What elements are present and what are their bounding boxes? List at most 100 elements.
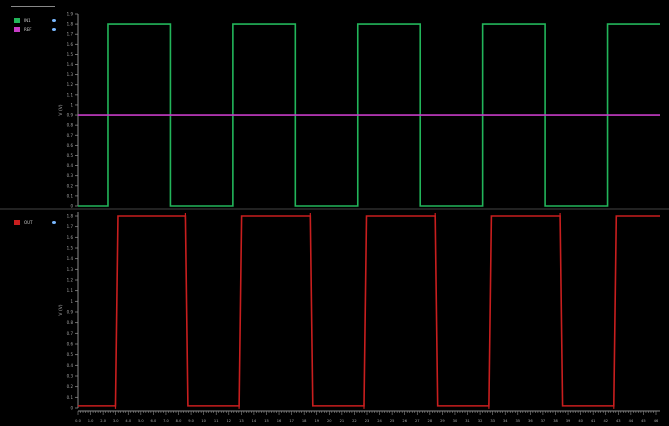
eye-icon[interactable] <box>52 19 56 22</box>
legend-label: OUT <box>24 220 33 225</box>
legend-label: IN1 <box>24 18 31 23</box>
legend-item-ref[interactable]: REF <box>14 25 56 34</box>
x-tick-label: 26 <box>402 419 407 423</box>
x-tick-label: 23 <box>365 419 370 423</box>
x-tick-label: 42 <box>603 419 608 423</box>
x-tick-label: 32 <box>478 419 483 423</box>
x-tick-label: 35 <box>515 419 520 423</box>
x-tick-label: 31 <box>465 419 470 423</box>
x-tick-label: 19 <box>314 419 319 423</box>
legend-bottom: OUT <box>14 218 56 227</box>
y-tick-label: 1.5 <box>67 246 74 251</box>
x-tick-label: 24 <box>377 419 382 423</box>
x-tick-label: 39 <box>566 419 571 423</box>
x-tick-label: 3.0 <box>113 419 119 423</box>
x-tick-label: 29 <box>440 419 445 423</box>
y-axis-label: V (V) <box>58 104 64 115</box>
y-tick-label: 0.6 <box>67 143 74 148</box>
y-tick-label: 1.6 <box>67 42 74 47</box>
y-tick-label: 0.8 <box>67 123 74 128</box>
x-tick-label: 46 <box>654 419 659 423</box>
eye-icon[interactable] <box>52 28 56 31</box>
x-tick-label: 6.0 <box>151 419 157 423</box>
x-tick-label: 40 <box>578 419 583 423</box>
y-tick-label: 0.3 <box>67 374 74 379</box>
y-tick-label: 0.3 <box>67 173 74 178</box>
y-tick-label: 0.1 <box>67 395 74 400</box>
x-tick-label: 13 <box>239 419 244 423</box>
y-tick-label: 1.9 <box>67 12 74 17</box>
x-tick-label: 36 <box>528 419 533 423</box>
x-tick-label: 12 <box>226 419 231 423</box>
y-tick-label: 1.2 <box>67 82 74 87</box>
y-tick-label: 1.8 <box>67 214 74 219</box>
y-tick-label: 0.5 <box>67 153 74 158</box>
x-tick-label: 18 <box>302 419 307 423</box>
x-tick-label: 7.0 <box>163 419 169 423</box>
x-tick-label: 43 <box>616 419 621 423</box>
x-tick-label: 14 <box>252 419 257 423</box>
y-tick-label: 1 <box>70 299 73 304</box>
y-tick-label: 0.9 <box>67 113 74 118</box>
top-divider <box>11 6 55 7</box>
legend-item-in1[interactable]: IN1 <box>14 16 56 25</box>
x-tick-label: 15 <box>264 419 269 423</box>
y-tick-label: 1.5 <box>67 52 74 57</box>
x-tick-label: 21 <box>340 419 345 423</box>
y-tick-label: 1.6 <box>67 235 74 240</box>
x-tick-label: 22 <box>352 419 357 423</box>
legend-swatch <box>14 220 20 225</box>
x-tick-label: 44 <box>629 419 634 423</box>
x-tick-label: 1.0 <box>88 419 94 423</box>
y-tick-label: 0 <box>70 406 73 411</box>
y-tick-label: 1.3 <box>67 72 74 77</box>
y-tick-label: 1 <box>70 102 73 107</box>
x-tick-label: 2.0 <box>100 419 106 423</box>
y-tick-label: 0.6 <box>67 342 74 347</box>
y-tick-label: 0.9 <box>67 310 74 315</box>
x-tick-label: 28 <box>428 419 433 423</box>
x-tick-label: 5.0 <box>138 419 144 423</box>
x-tick-label: 8.0 <box>176 419 182 423</box>
x-tick-label: 4.0 <box>125 419 131 423</box>
x-tick-label: 25 <box>390 419 395 423</box>
x-tick-label: 41 <box>591 419 596 423</box>
x-tick-label: 11 <box>214 419 219 423</box>
x-tick-label: 30 <box>453 419 458 423</box>
y-tick-label: 1.3 <box>67 267 74 272</box>
y-tick-label: 1.4 <box>67 62 74 67</box>
y-tick-label: 0.4 <box>67 363 74 368</box>
legend-label: REF <box>24 27 32 32</box>
y-tick-label: 0.7 <box>67 331 74 336</box>
x-tick-label: 34 <box>503 419 508 423</box>
x-tick-label: 10 <box>201 419 206 423</box>
x-tick-label: 38 <box>553 419 558 423</box>
x-tick-label: 20 <box>327 419 332 423</box>
legend-swatch <box>14 27 20 32</box>
y-tick-label: 0 <box>70 204 73 209</box>
eye-icon[interactable] <box>52 221 56 224</box>
x-tick-label: 17 <box>289 419 294 423</box>
y-tick-label: 1.1 <box>67 92 74 97</box>
y-axis-label: V (V) <box>58 304 64 315</box>
y-tick-label: 1.4 <box>67 256 74 261</box>
x-tick-label: 37 <box>541 419 546 423</box>
x-tick-label: 0.0 <box>75 419 81 423</box>
y-tick-label: 0.2 <box>67 384 74 389</box>
y-tick-label: 0.4 <box>67 163 74 168</box>
y-tick-label: 1.7 <box>67 224 74 229</box>
legend-swatch <box>14 18 20 23</box>
y-tick-label: 0.7 <box>67 133 74 138</box>
y-tick-label: 1.8 <box>67 22 74 27</box>
y-tick-label: 0.5 <box>67 352 74 357</box>
legend-top: IN1 REF <box>14 16 56 34</box>
legend-item-out[interactable]: OUT <box>14 218 56 227</box>
y-tick-label: 0.8 <box>67 320 74 325</box>
x-tick-label: 16 <box>277 419 282 423</box>
x-tick-label: 33 <box>490 419 495 423</box>
y-tick-label: 0.1 <box>67 193 74 198</box>
y-tick-label: 1.7 <box>67 32 74 37</box>
y-tick-label: 1.2 <box>67 278 74 283</box>
x-tick-label: 45 <box>641 419 646 423</box>
